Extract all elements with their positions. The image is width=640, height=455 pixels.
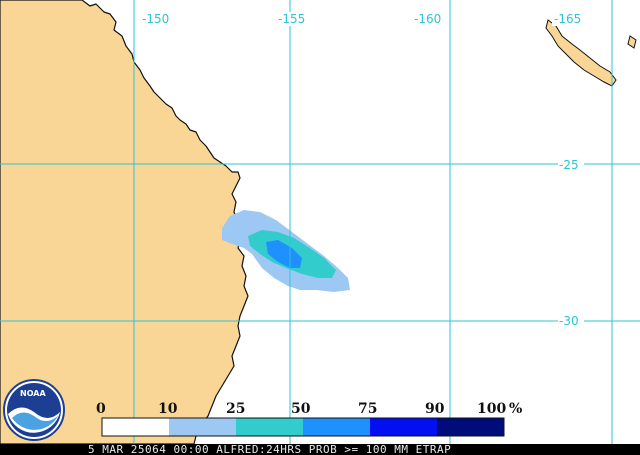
lon-label-160: -160 (414, 12, 441, 26)
legend-bar-outline (101, 417, 505, 437)
lon-label-165: -165 (554, 12, 581, 26)
legend-cell-90-100 (437, 418, 504, 436)
lon-label-155: -155 (278, 12, 305, 26)
legend-tick-50: 50 (291, 401, 311, 417)
noaa-logo: NOAA (3, 379, 65, 441)
legend-unit: % (509, 401, 522, 417)
loyalty-islands (627, 35, 637, 49)
caption-text: 5 MAR 25064 00:00 ALFRED:24HRS PROB >= 1… (88, 443, 451, 455)
legend-tick-0: 0 (96, 401, 106, 417)
australia-landmass (0, 0, 249, 445)
lat-label-25: -25 (559, 158, 579, 172)
longitude-labels: -150 -155 -160 -165 (138, 12, 584, 26)
legend-tick-90: 90 (425, 401, 445, 417)
legend-cell-10-25 (169, 418, 236, 436)
noaa-logo-text: NOAA (20, 389, 46, 398)
legend-tick-75: 75 (358, 401, 377, 417)
legend-cell-0-10 (102, 418, 169, 436)
legend-cell-50-75 (303, 418, 370, 436)
legend-color-bar (102, 418, 504, 436)
legend-cell-25-50 (236, 418, 303, 436)
legend-cell-75-90 (370, 418, 437, 436)
caption-bar (0, 444, 640, 455)
latitude-labels: -25 -30 (558, 158, 584, 328)
legend-tick-10: 10 (158, 401, 178, 417)
lat-label-30: -30 (559, 314, 579, 328)
lon-label-150: -150 (142, 12, 169, 26)
legend-tick-labels: 0 10 25 50 75 90 100 % (96, 401, 522, 417)
legend-tick-25: 25 (226, 401, 245, 417)
legend-tick-100: 100 (477, 401, 506, 417)
graticule (0, 0, 640, 444)
probability-50-75-area (266, 240, 302, 268)
